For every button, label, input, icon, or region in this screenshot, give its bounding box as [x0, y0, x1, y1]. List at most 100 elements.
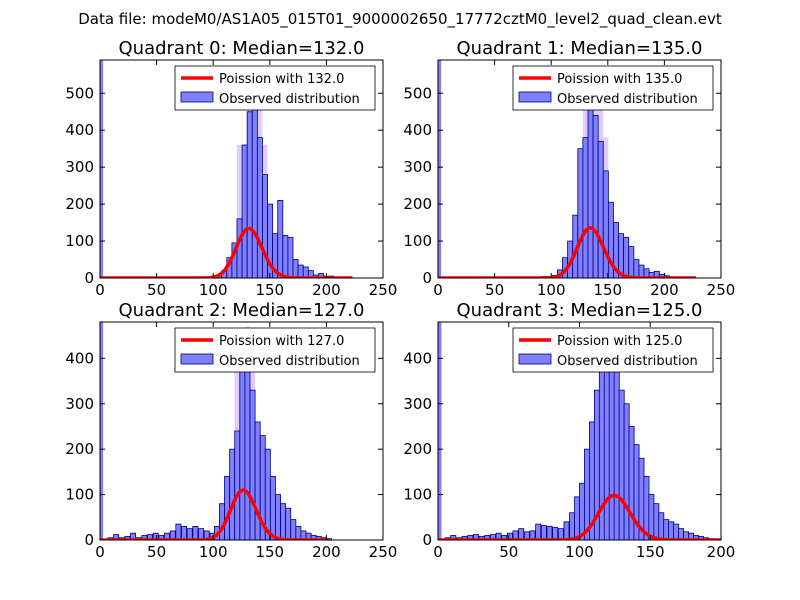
histogram-bar — [269, 476, 276, 540]
histogram-bar — [164, 532, 171, 540]
y-tick-label: 200 — [403, 440, 432, 458]
legend-line-label: Poission with 135.0 — [557, 72, 682, 87]
histogram-bar — [280, 503, 287, 540]
legend-box — [512, 327, 714, 373]
legend-line-label: Poission with 125.0 — [557, 334, 682, 349]
legend: Poission with 125.0 Observed distribution — [512, 327, 714, 373]
legend-bar-swatch — [180, 353, 214, 365]
histogram-bar — [628, 426, 635, 540]
legend-bar-swatch — [518, 91, 552, 103]
y-tick-label: 0 — [422, 269, 432, 287]
x-tick-label: 150 — [255, 281, 284, 299]
histogram-bar — [623, 236, 630, 278]
x-tick-label: 200 — [312, 281, 341, 299]
plot-area — [100, 60, 354, 278]
y-tick-label: 300 — [65, 395, 94, 413]
histogram-bar — [262, 174, 268, 278]
poisson-curve — [100, 226, 354, 278]
highlight-bar — [236, 144, 243, 278]
histogram-bar — [241, 144, 248, 278]
panel-title: Quadrant 3: Median=125.0 — [457, 300, 703, 321]
y-tick-label: 100 — [65, 486, 94, 504]
histogram-bar — [506, 532, 513, 540]
legend-line-label: Poission with 132.0 — [219, 72, 344, 87]
histogram-bar — [648, 494, 655, 540]
x-tick-label: 200 — [312, 543, 341, 561]
quadrant-2-panel: 0 50 100 150 200 250 0 100 200 300 400 Quadrant 2: … — [65, 300, 397, 561]
histogram-bar — [673, 523, 680, 540]
quadrant-1-panel: 0 50 100 150 200 250 0 100 200 300 400 500 Quadrant … — [403, 38, 735, 299]
panel-title: Quadrant 2: Median=127.0 — [119, 300, 365, 321]
histogram-bar — [275, 494, 281, 540]
x-tick-label: 0 — [433, 281, 443, 299]
histogram-bar — [285, 507, 292, 540]
y-tick-label: 500 — [403, 84, 432, 102]
y-tick-label: 0 — [422, 531, 432, 549]
histogram-bar — [234, 430, 241, 540]
y-tick-label: 100 — [65, 232, 94, 250]
quadrant-3-panel: 0 50 100 150 200 0 100 200 300 400 Quadrant 3: Med… — [403, 300, 735, 561]
histogram-bar — [203, 530, 210, 540]
plot-area — [438, 60, 697, 278]
edge-bar — [438, 60, 442, 278]
legend-box — [512, 65, 714, 111]
legend-box — [174, 327, 376, 373]
y-tick-label: 0 — [84, 269, 94, 287]
histogram-bar — [563, 521, 570, 540]
axes-frame — [99, 59, 384, 279]
histogram-bar — [246, 111, 253, 278]
legend-box — [174, 65, 376, 111]
y-tick-label: 300 — [403, 158, 432, 176]
histogram-bar — [181, 525, 187, 540]
histogram-bar — [628, 246, 635, 278]
histogram-bar — [523, 531, 530, 540]
axes-frame — [437, 59, 722, 279]
y-tick-label: 200 — [403, 195, 432, 213]
histogram-bar — [256, 137, 263, 278]
histogram-bar — [292, 259, 299, 278]
histogram-bar — [663, 519, 670, 540]
histogram-bar — [577, 148, 584, 278]
histogram-bar — [613, 357, 620, 540]
histogram-bar — [152, 532, 159, 540]
histogram-bar — [295, 525, 302, 540]
histogram-bar — [254, 421, 261, 540]
legend-bar-label: Observed distribution — [219, 354, 360, 369]
legend: Poission with 135.0 Observed distribution — [512, 65, 714, 111]
x-tick-label: 100 — [199, 543, 228, 561]
histogram-bar — [602, 170, 609, 278]
histogram-bar — [175, 523, 182, 540]
histogram-bar — [224, 476, 231, 540]
y-tick-label: 400 — [65, 349, 94, 367]
x-tick-label: 50 — [485, 281, 504, 299]
legend-bar-swatch — [180, 91, 214, 103]
legend-bar-label: Observed distribution — [557, 92, 698, 107]
x-tick-label: 150 — [255, 543, 284, 561]
histogram-bar — [658, 512, 665, 540]
y-tick-label: 100 — [403, 486, 432, 504]
x-tick-label: 50 — [147, 543, 166, 561]
y-tick-label: 200 — [65, 440, 94, 458]
histogram-bar — [653, 503, 660, 540]
y-tick-label: 200 — [65, 195, 94, 213]
y-tick-label: 300 — [65, 158, 94, 176]
y-tick-label: 400 — [403, 349, 432, 367]
histogram-bar — [512, 530, 519, 540]
histogram-bar — [638, 264, 645, 278]
histogram-bar — [587, 89, 594, 278]
histogram-bar — [290, 519, 297, 540]
histogram-bar — [552, 526, 559, 540]
x-tick-label: 50 — [499, 543, 518, 561]
legend-bar-swatch — [518, 353, 552, 365]
x-tick-label: 0 — [95, 543, 105, 561]
x-tick-label: 150 — [593, 281, 622, 299]
edge-bar — [100, 60, 104, 278]
legend: Poission with 132.0 Observed distribution — [174, 65, 376, 111]
histogram-bar — [668, 521, 675, 540]
x-tick-label: 100 — [199, 281, 228, 299]
edge-bar — [100, 322, 104, 540]
poisson-curve — [438, 226, 697, 278]
x-tick-label: 250 — [369, 543, 398, 561]
histogram-bar — [287, 236, 294, 278]
